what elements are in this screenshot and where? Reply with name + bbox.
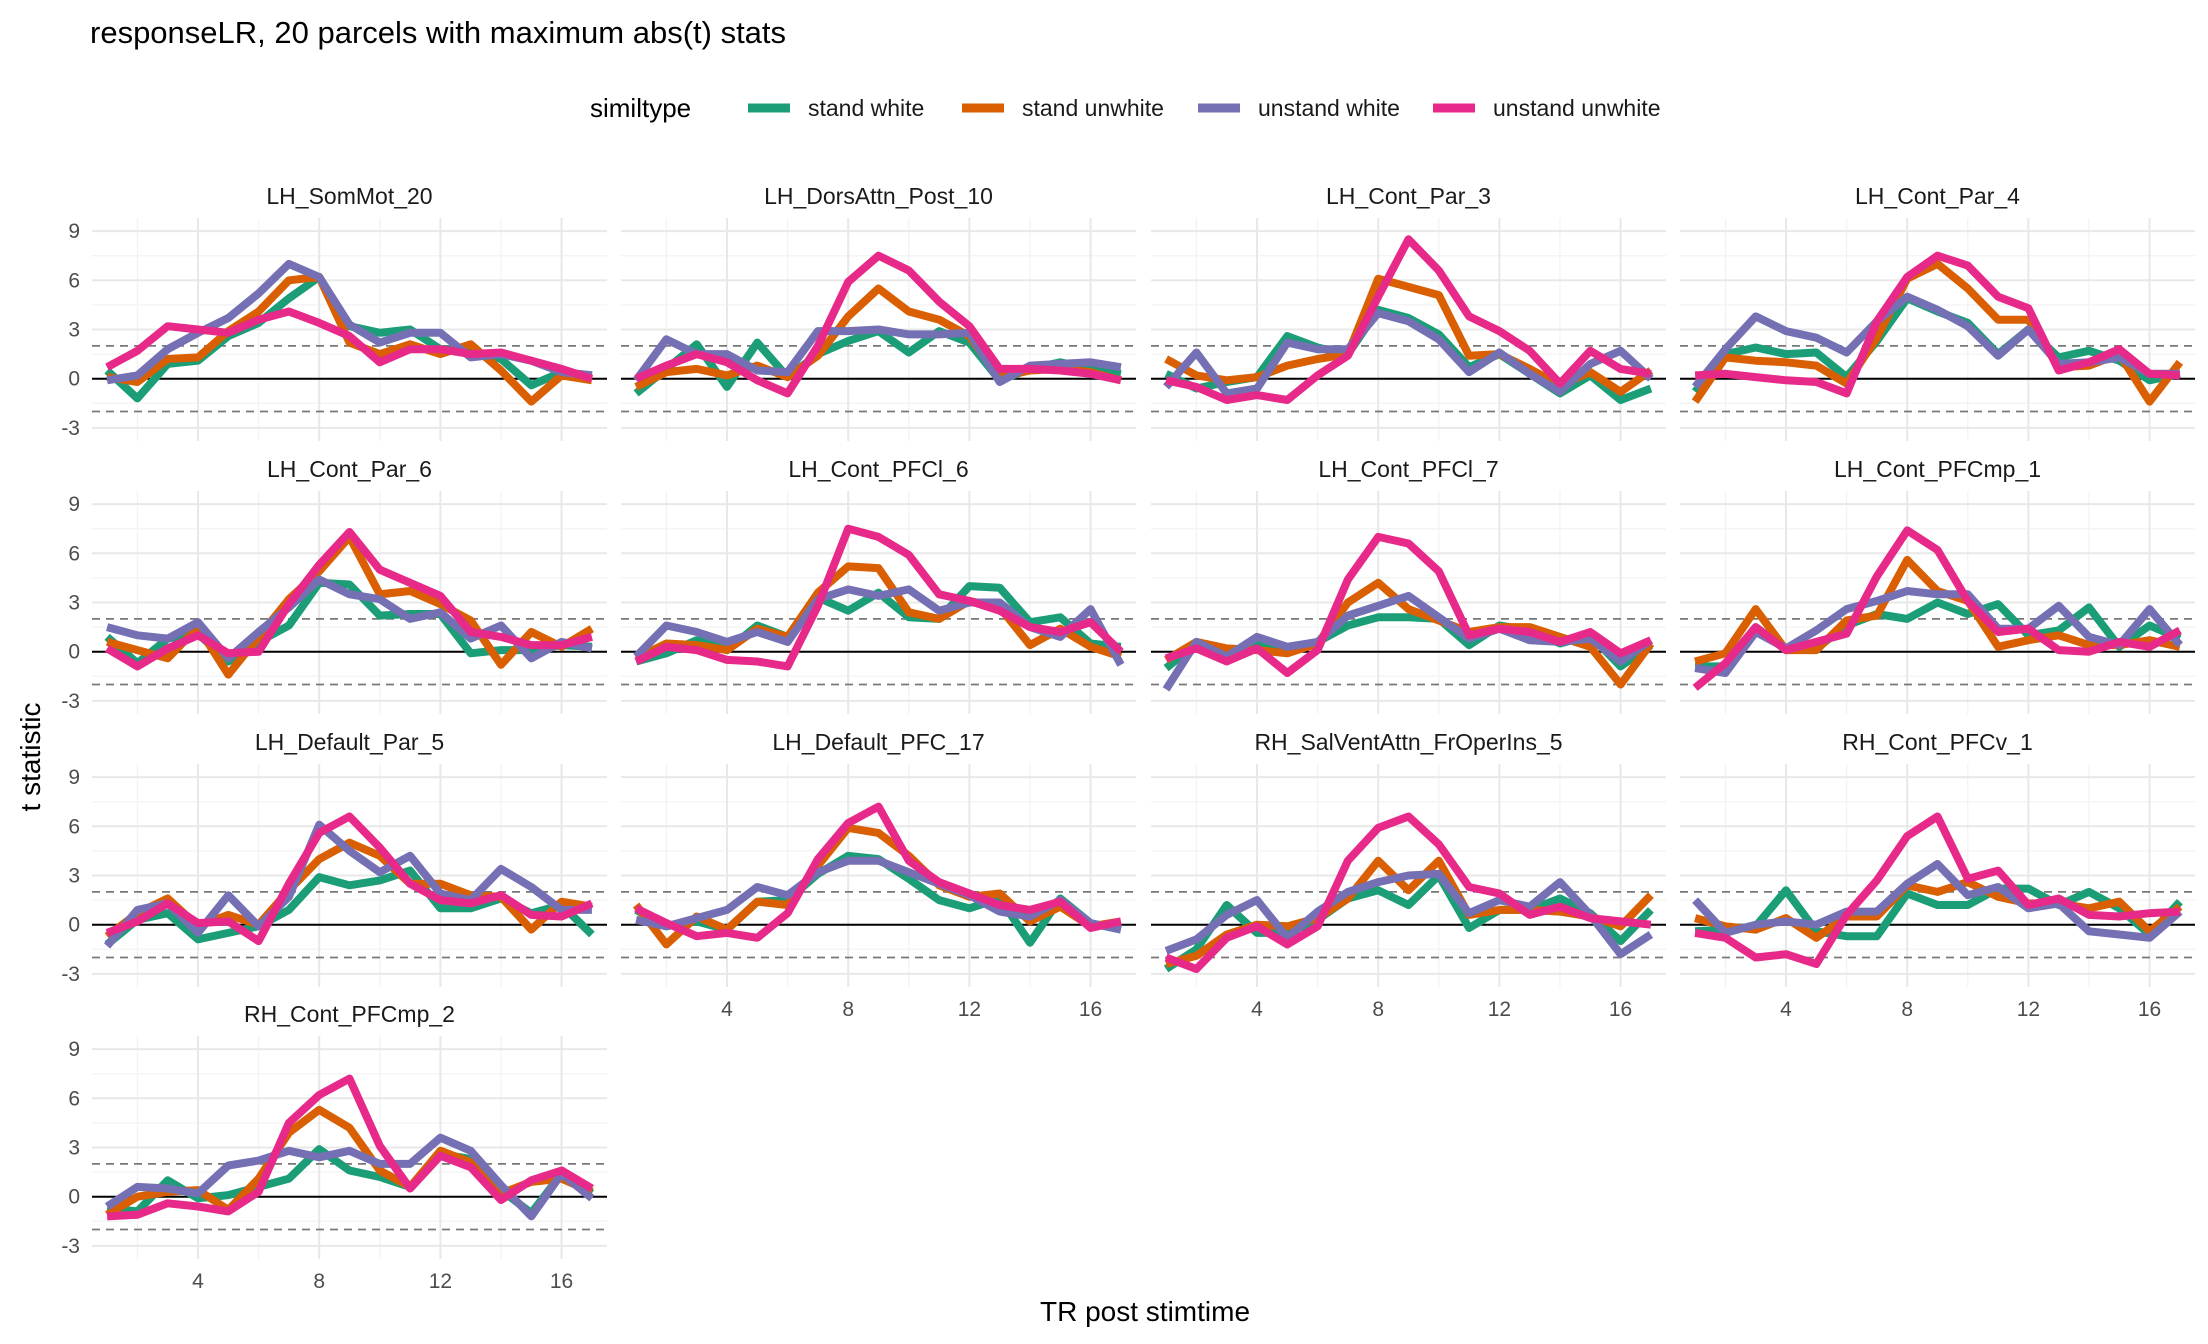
legend-label-3: unstand white	[1258, 95, 1400, 121]
y-tick-label: 3	[68, 1137, 80, 1160]
panel-strip-label: LH_Cont_PFCl_6	[788, 456, 968, 482]
series-line-stand-unwhite	[106, 273, 593, 406]
series-line-unstand-white	[1163, 309, 1654, 398]
panels: LH_SomMot_20 -3 0 3 6 9 LH_DorsAttn_Post_10 LH_…	[61, 183, 2195, 1293]
series-line-stand-unwhite	[634, 562, 1123, 662]
x-tick-label: 16	[550, 1270, 573, 1293]
legend-label-2: stand unwhite	[1022, 95, 1164, 121]
x-tick-label: 12	[429, 1270, 452, 1293]
legend-label-1: stand white	[808, 95, 924, 121]
x-axis-title: TR post stimtime	[1040, 1296, 1250, 1327]
x-tick-label: 4	[192, 1270, 204, 1293]
panel-strip-label: LH_Cont_PFCl_7	[1318, 456, 1498, 482]
chart-title: responseLR, 20 parcels with maximum abs(…	[90, 15, 786, 50]
series-line-unstand-white	[1691, 292, 2180, 390]
legend: similtype stand white stand unwhite unstan…	[590, 93, 1661, 123]
y-tick-label: 3	[68, 319, 80, 342]
series-line-stand-unwhite	[632, 823, 1122, 949]
y-tick-label: 0	[68, 641, 80, 664]
series-line-unstand-unwhite	[106, 1074, 594, 1221]
panel-strip-label: RH_SalVentAttn_FrOperIns_5	[1254, 729, 1562, 755]
y-tick-label: 6	[68, 1087, 80, 1110]
y-tick-label: 0	[68, 914, 80, 937]
panel-strip-label: RH_Cont_PFCv_1	[1842, 729, 2032, 755]
x-tick-label: 12	[1488, 998, 1511, 1021]
panel-11: RH_SalVentAttn_FrOperIns_5 4 8 12 16	[1151, 729, 1666, 1021]
series-line-unstand-unwhite	[634, 802, 1122, 942]
panel-10: LH_Default_PFC_17 4 8 12 16	[621, 729, 1136, 1021]
y-tick-label: 3	[68, 592, 80, 615]
panel-13: RH_Cont_PFCmp_2 -3 0 3 6 9 4 8 12 16	[61, 1001, 607, 1293]
series-line-unstand-unwhite	[1164, 532, 1653, 677]
panel-8: LH_Cont_PFCmp_1	[1680, 456, 2195, 714]
x-tick-label: 8	[1901, 998, 1913, 1021]
y-tick-label: 9	[68, 493, 80, 516]
panel-6: LH_Cont_PFCl_6	[621, 456, 1136, 714]
panel-7: LH_Cont_PFCl_7	[1151, 456, 1666, 714]
y-tick-label: -3	[61, 417, 80, 440]
panel-4: LH_Cont_Par_4	[1680, 183, 2195, 441]
y-tick-label: 6	[68, 269, 80, 292]
panel-strip-label: LH_Default_PFC_17	[772, 729, 984, 755]
y-axis-title: t statistic	[15, 703, 46, 812]
panel-strip-label: LH_Default_Par_5	[255, 729, 444, 755]
series-line-stand-white	[1694, 884, 2183, 941]
panel-strip-label: LH_Cont_PFCmp_1	[1834, 456, 2041, 482]
x-tick-label: 4	[1780, 998, 1792, 1021]
panel-5: LH_Cont_Par_6 -3 0 3 6 9	[61, 456, 607, 714]
series-line-unstand-white	[1164, 869, 1654, 959]
series-line-unstand-unwhite	[634, 251, 1122, 398]
panel-strip-label: LH_Cont_Par_3	[1326, 183, 1491, 209]
y-tick-label: 9	[68, 766, 80, 789]
x-tick-label: 16	[1079, 998, 1102, 1021]
panel-1: LH_SomMot_20 -3 0 3 6 9	[61, 183, 607, 441]
series-line-unstand-unwhite	[1694, 812, 2181, 968]
y-tick-label: 0	[68, 368, 80, 391]
x-tick-label: 12	[2017, 998, 2040, 1021]
x-tick-label: 16	[2138, 998, 2161, 1021]
panel-strip-label: LH_SomMot_20	[266, 183, 432, 209]
panel-3: LH_Cont_Par_3	[1151, 183, 1666, 441]
series-line-unstand-white	[632, 325, 1122, 386]
series-line-unstand-unwhite	[105, 528, 593, 671]
y-tick-label: 9	[68, 220, 80, 243]
series-line-unstand-unwhite	[1692, 526, 2182, 691]
series-line-unstand-white	[1692, 860, 2183, 942]
x-tick-label: 4	[1251, 998, 1263, 1021]
x-tick-label: 8	[313, 1270, 325, 1293]
x-tick-label: 8	[1372, 998, 1384, 1021]
x-tick-label: 4	[721, 998, 733, 1021]
series-line-stand-white	[634, 851, 1122, 947]
series-line-unstand-unwhite	[1164, 812, 1652, 973]
legend-label-4: unstand unwhite	[1493, 95, 1661, 121]
panel-12: RH_Cont_PFCv_1 4 8 12 16	[1680, 729, 2195, 1021]
series-line-unstand-unwhite	[634, 524, 1124, 671]
legend-title: similtype	[590, 93, 691, 123]
y-tick-label: -3	[61, 690, 80, 713]
series-line-unstand-unwhite	[1694, 251, 2181, 398]
series-line-unstand-white	[104, 820, 592, 949]
y-tick-label: 6	[68, 542, 80, 565]
panel-9: LH_Default_Par_5 -3 0 3 6 9	[61, 729, 607, 987]
series-line-stand-white	[1163, 871, 1654, 973]
y-tick-label: 9	[68, 1038, 80, 1061]
panel-strip-label: RH_Cont_PFCmp_2	[244, 1001, 455, 1027]
y-tick-label: -3	[61, 963, 80, 986]
panel-strip-label: LH_Cont_Par_6	[267, 456, 432, 482]
x-tick-label: 12	[958, 998, 981, 1021]
series-line-unstand-unwhite	[105, 812, 594, 946]
panel-strip-label: LH_DorsAttn_Post_10	[764, 183, 993, 209]
panel-strip-label: LH_Cont_Par_4	[1855, 183, 2020, 209]
x-tick-label: 16	[1609, 998, 1632, 1021]
y-tick-label: 3	[68, 865, 80, 888]
y-tick-label: 0	[68, 1186, 80, 1209]
series-line-unstand-unwhite	[105, 307, 594, 383]
y-tick-label: 6	[68, 815, 80, 838]
series-line-unstand-unwhite	[1165, 235, 1652, 404]
x-tick-label: 8	[842, 998, 854, 1021]
y-tick-label: -3	[61, 1235, 80, 1258]
panel-2: LH_DorsAttn_Post_10	[621, 183, 1136, 441]
